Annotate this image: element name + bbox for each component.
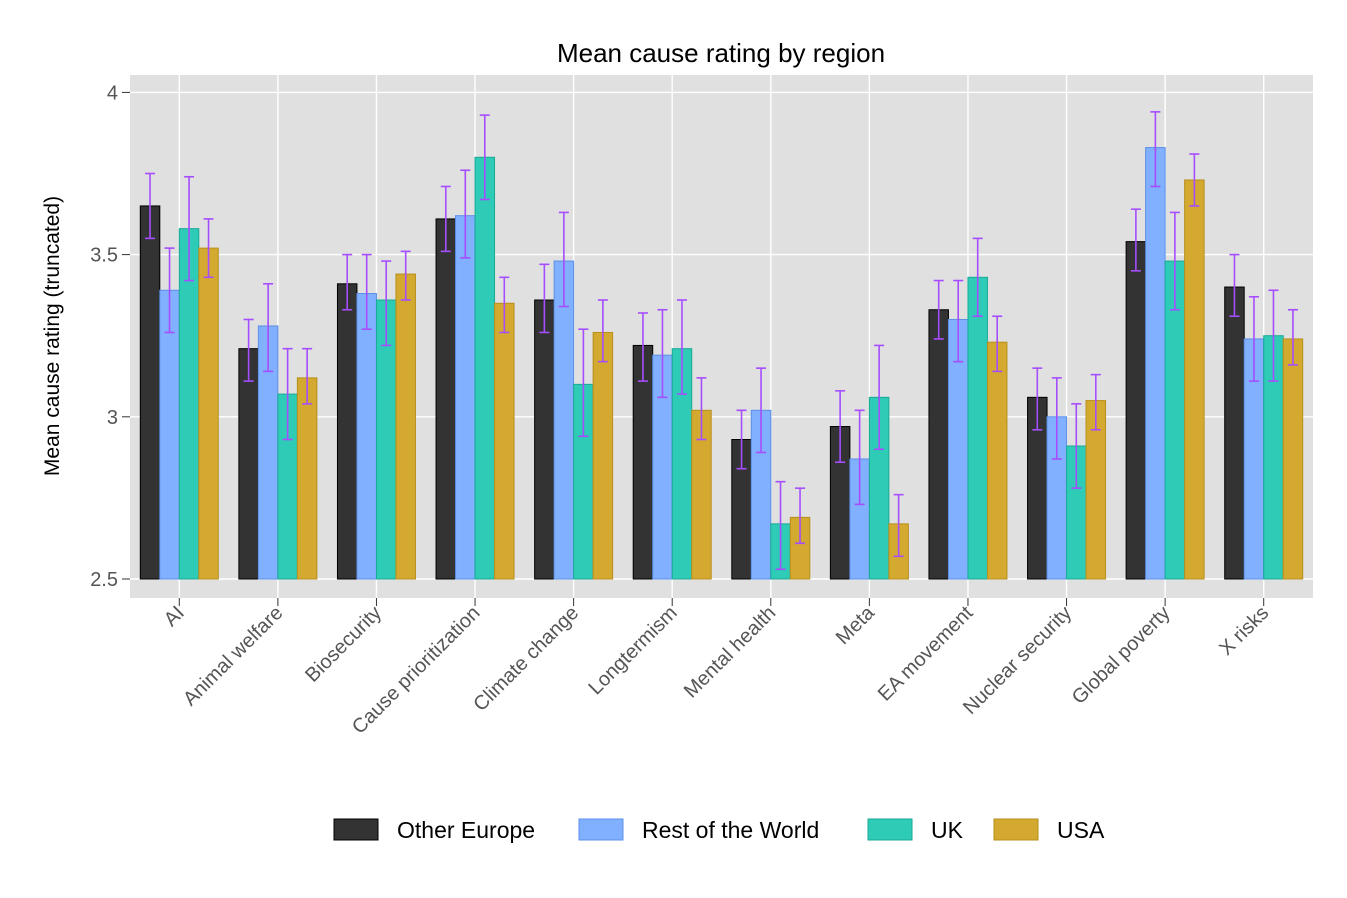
bar xyxy=(474,156,496,580)
x-tick-label: Longtermism xyxy=(584,602,681,699)
bar xyxy=(435,218,457,580)
x-tick-label: Biosecurity xyxy=(301,602,386,687)
x-tick-label: EA movement xyxy=(874,602,978,706)
bar xyxy=(139,205,161,580)
legend-label: Rest of the World xyxy=(642,817,819,843)
bar xyxy=(1125,241,1147,580)
legend-label: UK xyxy=(931,817,964,843)
bar xyxy=(238,348,259,580)
plot-panel xyxy=(130,75,1313,598)
bar xyxy=(1282,338,1304,580)
bar xyxy=(592,331,614,580)
bar xyxy=(296,377,318,580)
x-tick-label: Meta xyxy=(832,601,880,649)
bar xyxy=(967,276,988,580)
x-tick-label: Mental health xyxy=(680,602,780,702)
x-tick-label: X risks xyxy=(1215,602,1273,660)
bar xyxy=(395,273,416,580)
y-axis-title: Mean cause rating (truncated) xyxy=(41,196,64,476)
legend-label: Other Europe xyxy=(397,817,535,843)
chart-title: Mean cause rating by region xyxy=(557,38,885,68)
y-tick-label: 3 xyxy=(107,407,118,429)
bar xyxy=(494,302,515,580)
bar xyxy=(159,289,180,580)
x-tick-label: AI xyxy=(160,602,189,631)
x-tick-label: Global poverty xyxy=(1068,602,1175,709)
bar xyxy=(1145,147,1166,580)
x-tick-label: Animal welfare xyxy=(179,602,287,710)
bar xyxy=(336,283,358,580)
bar xyxy=(553,260,575,580)
legend-swatch xyxy=(578,818,624,841)
y-axis: 2.5 3 3.5 4 xyxy=(90,82,130,591)
legend-swatch xyxy=(867,818,913,841)
y-tick-label: 4 xyxy=(107,82,118,104)
y-tick-label: 3.5 xyxy=(90,245,118,267)
x-tick-label: Nuclear security xyxy=(959,602,1076,719)
bar xyxy=(928,309,949,580)
bar xyxy=(356,293,377,580)
bar xyxy=(534,299,555,580)
y-tick-label: 2.5 xyxy=(90,569,118,591)
legend-swatch xyxy=(993,818,1039,841)
bars xyxy=(139,147,1304,580)
bar xyxy=(455,215,476,580)
x-tick-label: Climate change xyxy=(469,602,583,716)
bar xyxy=(1224,286,1245,580)
bar xyxy=(198,247,219,580)
legend-label: USA xyxy=(1057,817,1105,843)
legend-swatch xyxy=(333,818,379,841)
bar xyxy=(1184,179,1205,580)
bar xyxy=(986,341,1008,580)
legend: Other Europe Rest of the World UK USA xyxy=(333,817,1105,843)
error-bars xyxy=(145,111,1298,571)
